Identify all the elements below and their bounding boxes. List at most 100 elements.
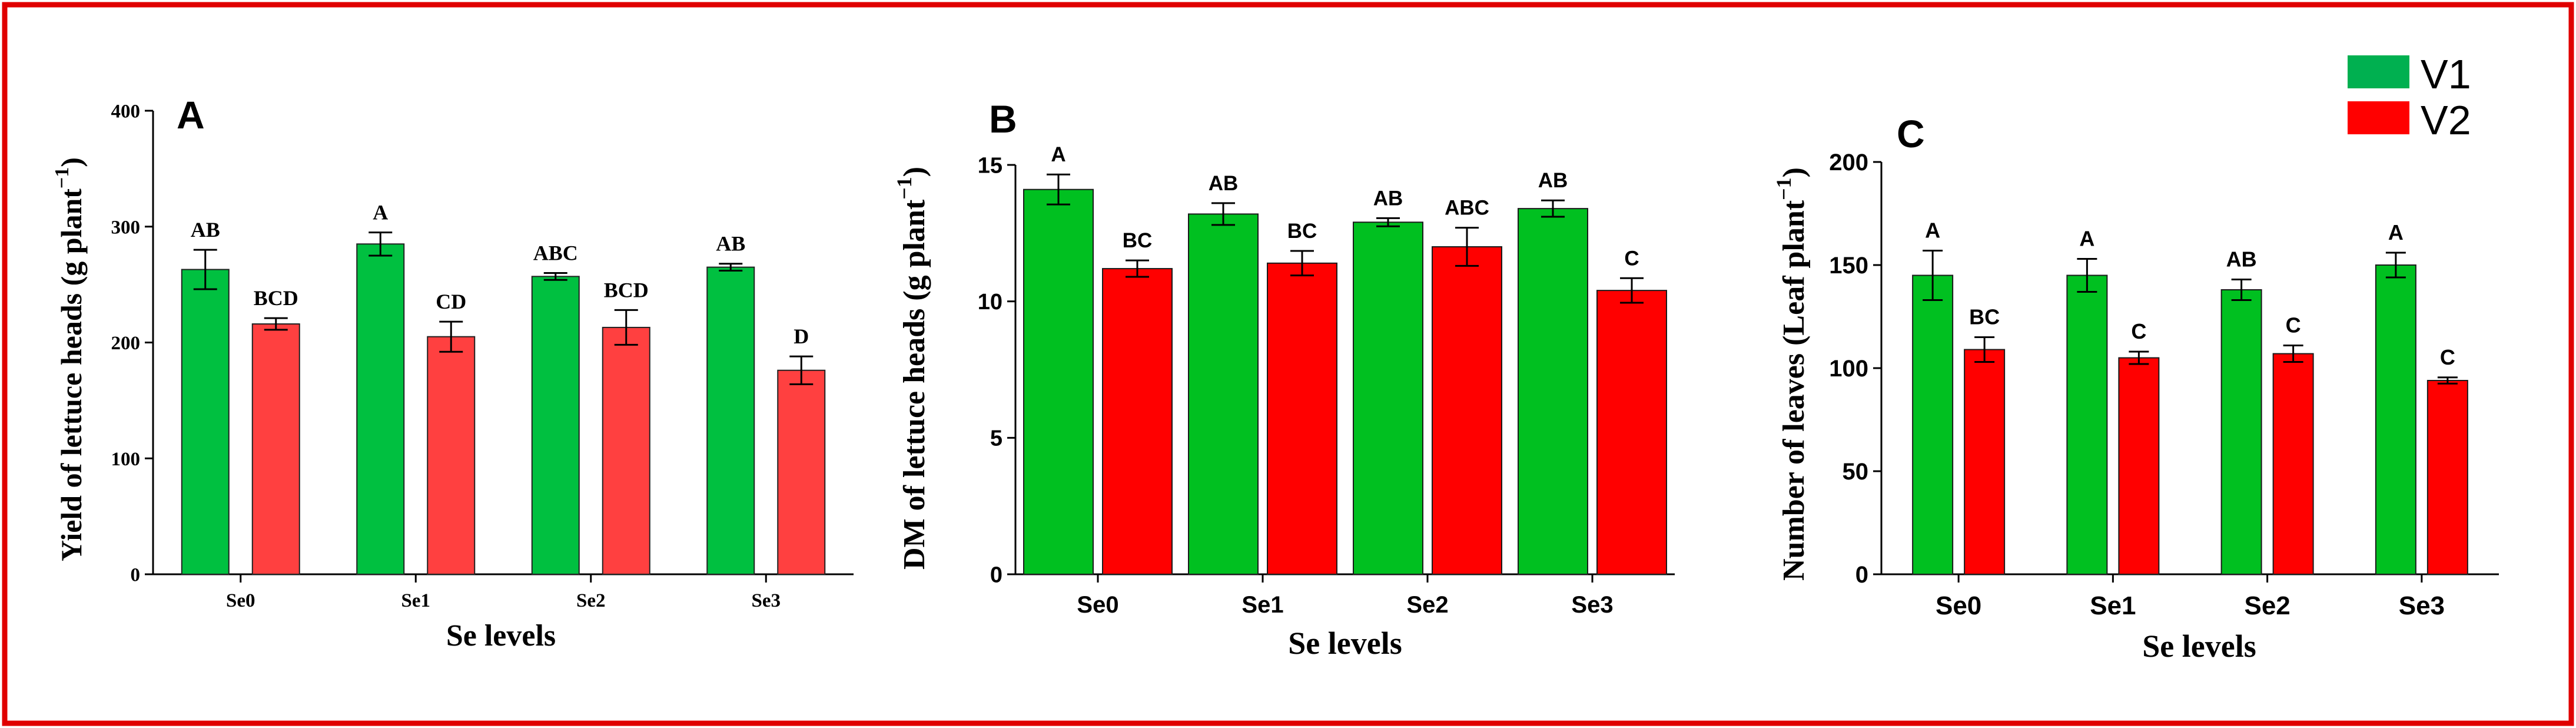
panel-c-bar-v2-se0	[1964, 349, 2006, 575]
panel-b-y-tick-label: 0	[990, 562, 1002, 587]
panel-c-label: C	[1897, 112, 1925, 155]
panel-a-y-axis-title: Yield of lettuce heads (g plant−1)	[51, 157, 88, 561]
panel-a-error-bar-v2-se2	[614, 309, 638, 346]
panel-a-error-bar-v1-se2	[543, 272, 567, 281]
panel-b-error-bar-v1-se2	[1376, 217, 1400, 227]
panel-b-significance-letter: ABC	[1445, 197, 1489, 220]
panel-c-significance-letter: C	[2131, 319, 2146, 343]
panel-c-error-bar-v2-se2	[2283, 345, 2303, 363]
panel-b-bar-v2-se3	[1596, 290, 1667, 575]
panel-b-error-bar-v2-se1	[1290, 250, 1314, 277]
panel-c-bar-v2-se3	[2426, 380, 2468, 575]
panel-a-x-tick-label: Se3	[752, 590, 781, 611]
panel-b-significance-letter: BC	[1123, 229, 1153, 252]
panel-b-significance-letter: AB	[1373, 187, 1403, 210]
panel-a-bar-v1-se3	[706, 266, 755, 575]
panel-a-bar-v1-se0	[181, 269, 230, 575]
legend-label-v2: V2	[2421, 97, 2471, 143]
panel-c-error-bar-v2-se1	[2129, 350, 2149, 365]
panel-a-significance-letter: AB	[716, 232, 745, 256]
panel-b-bar-v1-se2	[1353, 221, 1423, 575]
panel-c-error-bar-v1-se1	[2077, 258, 2097, 293]
panel-b-bar-v1-se0	[1023, 188, 1094, 575]
panel-a-error-bar-v1-se0	[193, 249, 217, 290]
panel-a-error-bar-v2-se0	[264, 317, 288, 331]
panel-b-error-bar-v1-se0	[1047, 173, 1070, 206]
panel-a-significance-letter: BCD	[254, 286, 298, 310]
legend: V1 V2	[2348, 51, 2471, 143]
panel-b-bar-v2-se1	[1267, 262, 1337, 575]
panel-a-bar-v2-se2	[602, 326, 650, 575]
panel-c-x-tick-label: Se3	[2399, 591, 2445, 620]
panel-a-y-tick-label: 200	[111, 333, 141, 354]
panel-a-significance-letter: BCD	[604, 278, 649, 302]
panel-c-bar-v1-se0	[1912, 274, 1954, 575]
panel-b-error-bar-v1-se1	[1211, 202, 1235, 226]
panel-c-x-tick-label: Se2	[2244, 591, 2290, 620]
panel-c-bar-v2-se1	[2118, 357, 2160, 575]
panel-c-error-bar-v2-se0	[1974, 336, 1995, 363]
panel-b-bar-v2-se0	[1102, 268, 1173, 575]
panel-a-label: A	[177, 93, 205, 137]
panel-b-error-bar-v2-se0	[1126, 259, 1149, 278]
panel-b-bar-v1-se3	[1518, 208, 1588, 575]
panel-b-error-bar-v1-se3	[1541, 199, 1565, 218]
panel-a-x-tick-label: Se2	[576, 590, 606, 611]
panel-a-bar-v1-se1	[356, 243, 405, 575]
panel-b-y-tick-label: 15	[978, 153, 1002, 178]
panel-c-significance-letter: A	[2388, 220, 2404, 244]
panel-a-error-bar-v1-se3	[719, 263, 743, 272]
panel-c-significance-letter: BC	[1969, 305, 2000, 329]
panel-c-x-axis-title: Se levels	[2142, 628, 2256, 664]
panel-b-label: B	[989, 97, 1017, 141]
panel-c-y-tick-label: 200	[1829, 150, 1868, 176]
panel-a-y-tick-label: 300	[111, 217, 141, 238]
panel-b-error-bar-v2-se2	[1455, 227, 1479, 267]
panel-a-bar-v2-se0	[251, 323, 300, 575]
panel-c-error-bar-v1-se2	[2231, 279, 2252, 301]
panel-a-y-tick-label: 400	[111, 101, 141, 123]
panel-b-x-tick-label: Se2	[1406, 592, 1448, 618]
legend-swatch-v2	[2348, 101, 2409, 134]
panel-a-bar-v2-se3	[777, 369, 826, 575]
panel-b: B DM of lettuce heads (g plant−1) Se lev…	[892, 97, 1675, 661]
panel-a-x-tick-label: Se0	[226, 590, 255, 611]
panel-b-x-tick-label: Se3	[1571, 592, 1613, 618]
panel-b-x-axis-title: Se levels	[1288, 626, 1402, 661]
panel-a-bar-v1-se2	[531, 276, 580, 575]
panel-a-error-bar-v1-se1	[369, 231, 393, 257]
legend-label-v1: V1	[2421, 51, 2471, 97]
panel-a-significance-letter: D	[794, 325, 809, 348]
panel-c-y-axis-title: Number of leaves (Leaf plant−1)	[1772, 167, 1811, 581]
panel-c-bar-v2-se2	[2272, 353, 2314, 575]
panel-a-error-bar-v2-se3	[789, 355, 814, 385]
panel-b-bar-v1-se1	[1188, 213, 1259, 575]
panel-b-bar-v2-se2	[1432, 246, 1502, 575]
panel-b-x-tick-label: Se1	[1241, 592, 1283, 618]
panel-c-y-tick-label: 100	[1829, 356, 1868, 382]
panel-b-significance-letter: AB	[1538, 169, 1568, 192]
panel-c-significance-letter: A	[1925, 219, 1940, 243]
panel-c-significance-letter: A	[2079, 227, 2094, 251]
panel-a-significance-letter: CD	[436, 290, 466, 313]
panel-a-error-bar-v2-se1	[439, 320, 463, 353]
panel-a-significance-letter: A	[373, 201, 388, 224]
panel-c-bar-v1-se2	[2220, 289, 2262, 575]
panel-b-significance-letter: AB	[1209, 172, 1239, 195]
panel-a-y-tick-label: 0	[131, 565, 141, 586]
panel-c-bar-v1-se1	[2066, 274, 2108, 575]
panel-c-y-tick-label: 150	[1829, 253, 1868, 279]
panel-a-significance-letter: AB	[191, 218, 220, 241]
panel-a-significance-letter: ABC	[533, 241, 578, 264]
panel-c: C Number of leaves (Leaf plant−1) Se lev…	[1772, 112, 2499, 664]
panel-c-significance-letter: C	[2286, 313, 2301, 337]
panel-c-error-bar-v1-se3	[2385, 252, 2406, 279]
panel-a-bar-v2-se1	[427, 336, 476, 575]
panel-c-x-tick-label: Se1	[2090, 591, 2136, 620]
panel-b-significance-letter: BC	[1287, 220, 1317, 243]
panel-b-significance-letter: A	[1051, 143, 1065, 166]
panel-b-x-tick-label: Se0	[1077, 592, 1118, 618]
panel-a-x-tick-label: Se1	[401, 590, 431, 611]
